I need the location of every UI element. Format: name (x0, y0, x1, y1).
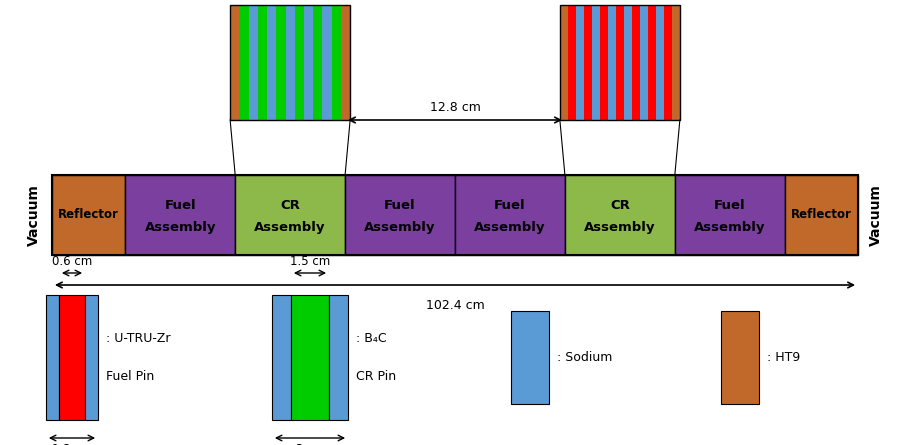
Text: Assembly: Assembly (365, 221, 436, 234)
Text: Vacuum: Vacuum (27, 184, 41, 246)
Text: Assembly: Assembly (145, 221, 216, 234)
Text: Fuel Pin: Fuel Pin (106, 370, 154, 383)
Text: Assembly: Assembly (694, 221, 765, 234)
Bar (85, 295, 98, 420)
Text: Fuel: Fuel (494, 199, 525, 212)
Bar (286, 5, 295, 120)
Bar (313, 5, 322, 120)
Text: : U-TRU-Zr: : U-TRU-Zr (106, 332, 171, 345)
Bar (249, 5, 258, 120)
Bar (664, 5, 672, 120)
Text: CR: CR (280, 199, 300, 212)
Bar (291, 295, 329, 420)
Bar (295, 5, 304, 120)
Text: Reflector: Reflector (791, 209, 852, 222)
Text: : Sodium: : Sodium (557, 351, 612, 364)
Bar (240, 5, 249, 120)
Bar (46, 295, 59, 420)
Bar (576, 5, 584, 120)
Bar (600, 5, 608, 120)
Bar (632, 5, 640, 120)
Bar (230, 5, 240, 120)
Bar (608, 5, 616, 120)
Bar (640, 5, 647, 120)
Text: 102.4 cm: 102.4 cm (426, 299, 484, 312)
Bar (345, 175, 455, 255)
Bar (559, 5, 680, 120)
Bar (592, 5, 600, 120)
Text: 1.2 cm: 1.2 cm (52, 443, 92, 445)
Bar (616, 5, 624, 120)
Bar (126, 175, 235, 255)
Bar (331, 5, 341, 120)
Text: 12.8 cm: 12.8 cm (429, 101, 480, 114)
Text: Assembly: Assembly (474, 221, 546, 234)
Text: CR Pin: CR Pin (356, 370, 396, 383)
Bar (341, 5, 350, 120)
Text: : B₄C: : B₄C (356, 332, 387, 345)
Bar (559, 5, 568, 120)
Bar (674, 175, 785, 255)
Text: Assembly: Assembly (254, 221, 326, 234)
Text: Vacuum: Vacuum (869, 184, 883, 246)
Bar (52, 175, 858, 255)
Bar (565, 175, 674, 255)
Bar (656, 5, 664, 120)
Bar (568, 5, 576, 120)
Bar (455, 175, 565, 255)
Text: Fuel: Fuel (714, 199, 745, 212)
Bar (584, 5, 592, 120)
Text: 1.5 cm: 1.5 cm (290, 255, 330, 268)
Bar (322, 5, 331, 120)
Bar (235, 175, 345, 255)
Text: Fuel: Fuel (384, 199, 416, 212)
Bar (647, 5, 656, 120)
Text: 3 cm: 3 cm (295, 443, 324, 445)
Bar (785, 175, 858, 255)
Bar (267, 5, 277, 120)
Bar (624, 5, 632, 120)
Bar (230, 5, 350, 120)
Bar (52, 175, 126, 255)
Bar (277, 5, 286, 120)
Text: CR: CR (610, 199, 629, 212)
Bar (672, 5, 680, 120)
Bar (329, 295, 348, 420)
Text: Assembly: Assembly (584, 221, 656, 234)
Text: : HT9: : HT9 (767, 351, 800, 364)
Text: Reflector: Reflector (58, 209, 119, 222)
Bar (272, 295, 291, 420)
Bar (304, 5, 313, 120)
Text: Fuel: Fuel (164, 199, 196, 212)
Bar (511, 311, 549, 405)
Text: 0.6 cm: 0.6 cm (52, 255, 92, 268)
Bar (721, 311, 759, 405)
Bar (59, 295, 85, 420)
Bar (258, 5, 267, 120)
